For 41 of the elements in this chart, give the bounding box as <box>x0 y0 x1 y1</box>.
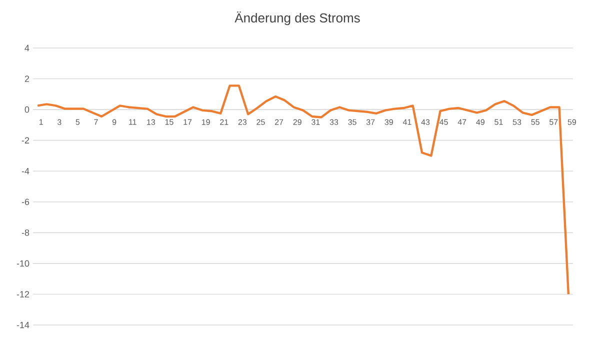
x-tick-label: 37 <box>366 119 375 125</box>
x-tick-label: 17 <box>184 119 192 125</box>
x-tick-label: 57 <box>550 119 558 125</box>
x-tick-label: 9 <box>112 119 116 125</box>
x-tick-label: 5 <box>76 119 80 125</box>
x-tick-label: 11 <box>129 119 136 125</box>
x-tick-label: 31 <box>312 119 320 125</box>
x-tick-label: 43 <box>421 119 430 125</box>
x-tick-label: 41 <box>402 119 412 125</box>
x-tick-label: 27 <box>275 119 284 125</box>
x-tick-label: 45 <box>440 119 448 125</box>
x-tick-label: 53 <box>512 119 522 125</box>
y-tick-label: -12 <box>16 291 30 298</box>
x-tick-label: 1 <box>39 119 43 125</box>
x-tick-label: 21 <box>220 119 228 125</box>
x-tick-label: 51 <box>494 119 503 125</box>
y-tick-label: 2 <box>24 76 30 82</box>
x-tick-label: 39 <box>384 119 393 125</box>
y-tick-label: 0 <box>24 106 30 113</box>
x-tick-label: 49 <box>476 119 484 125</box>
chart-title: Änderung des Stroms <box>234 12 360 26</box>
x-tick-label: 35 <box>348 119 356 125</box>
y-tick-label: -14 <box>16 322 30 328</box>
y-tick-label: 4 <box>24 44 30 52</box>
y-tick-label: -4 <box>22 168 30 174</box>
x-tick-label: 3 <box>57 119 62 125</box>
x-tick-label: 33 <box>330 119 338 125</box>
y-tick-label: -8 <box>22 229 30 236</box>
x-tick-label: 59 <box>568 119 576 125</box>
x-tick-label: 7 <box>94 119 98 125</box>
x-tick-label: 29 <box>293 119 302 125</box>
x-tick-label: 13 <box>147 119 155 125</box>
y-tick-label: -2 <box>22 137 30 144</box>
y-tick-label: -10 <box>16 260 30 267</box>
y-tick-label: -6 <box>22 198 30 206</box>
x-tick-label: 47 <box>458 119 466 125</box>
x-tick-label: 25 <box>256 119 265 125</box>
x-tick-label: 19 <box>202 119 210 125</box>
x-tick-label: 15 <box>165 119 174 125</box>
x-tick-label: 23 <box>238 119 247 125</box>
x-tick-label: 55 <box>531 119 540 125</box>
